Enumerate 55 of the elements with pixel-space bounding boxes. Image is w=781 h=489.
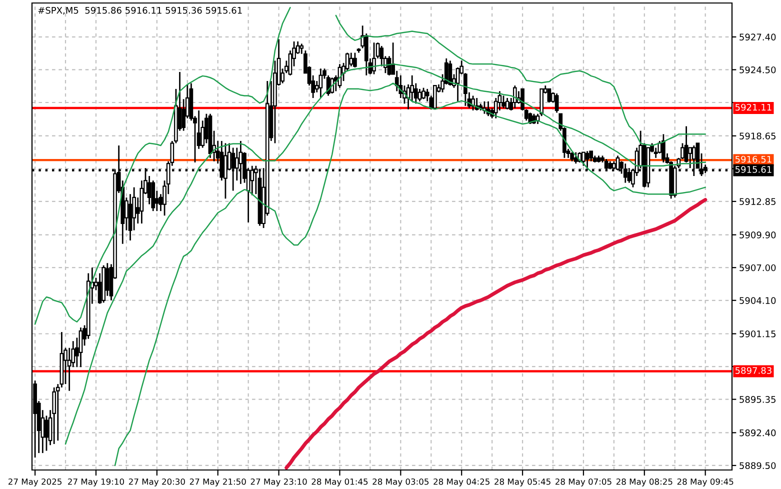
candlestick	[422, 87, 426, 100]
ref-line-label: 5897.83	[735, 367, 772, 374]
x-tick-label: 27 May 20:30	[128, 478, 185, 486]
candlestick	[52, 386, 56, 445]
y-tick-label: 5901.15	[740, 330, 776, 338]
candlestick	[688, 147, 692, 169]
ref-line-label: 5916.51	[735, 156, 772, 163]
candlestick	[627, 167, 632, 184]
x-tick-label: 28 May 04:25	[434, 478, 490, 486]
candlestick	[448, 60, 452, 86]
candlestick	[318, 68, 323, 99]
candlestick	[353, 52, 357, 68]
y-tick-label: 5904.10	[740, 297, 776, 304]
ref-line-label: 5921.11	[735, 104, 772, 111]
candlestick	[623, 162, 628, 184]
candlestick	[512, 84, 517, 109]
x-tick-label: 28 May 05:45	[494, 478, 550, 486]
candlestick	[554, 92, 559, 114]
ref-line-label: 5915.61	[735, 166, 772, 173]
x-tick-label: 27 May 23:10	[250, 478, 307, 486]
x-tick-label: 28 May 01:45	[312, 478, 368, 486]
x-tick-label: 27 May 21:50	[190, 478, 246, 486]
x-tick-label: 27 May 19:10	[68, 478, 124, 486]
y-tick-label: 5909.90	[740, 232, 776, 238]
candlestick	[78, 326, 83, 368]
candlestick	[372, 42, 376, 75]
candlestick	[662, 133, 666, 164]
y-tick-label: 5895.35	[740, 396, 776, 403]
y-tick-label: 5912.85	[740, 198, 776, 206]
candlestick	[574, 152, 578, 164]
y-tick-label: 5927.40	[740, 34, 776, 40]
y-tick-label: 5889.50	[740, 462, 776, 470]
y-tick-label: 5918.65	[740, 132, 776, 140]
candlestick	[528, 112, 532, 125]
x-tick-label: 28 May 07:05	[556, 478, 612, 486]
chart-title: #SPX,M5 5915.86 5916.11 5915.36 5915.61	[38, 6, 242, 15]
candlestick	[570, 152, 574, 162]
candlestick	[105, 262, 110, 297]
candlestick	[349, 52, 354, 68]
candlestick	[505, 97, 510, 110]
candlestick	[502, 95, 506, 109]
candlestick	[433, 84, 437, 109]
x-tick-label: 28 May 08:25	[616, 478, 672, 486]
x-tick-label: 28 May 03:05	[372, 478, 429, 486]
y-tick-label: 5892.40	[740, 429, 776, 436]
candlestick	[224, 142, 228, 200]
x-tick-label: 27 May 2025	[8, 478, 62, 486]
candlestick	[471, 95, 475, 112]
x-tick-label: 28 May 09:45	[677, 478, 734, 486]
line-series	[284, 198, 708, 470]
candlestick	[44, 415, 48, 452]
candlestick	[582, 152, 586, 167]
y-tick-label: 5924.50	[740, 66, 776, 74]
y-tick-label: 5907.00	[740, 264, 776, 272]
candlestick	[547, 88, 552, 104]
